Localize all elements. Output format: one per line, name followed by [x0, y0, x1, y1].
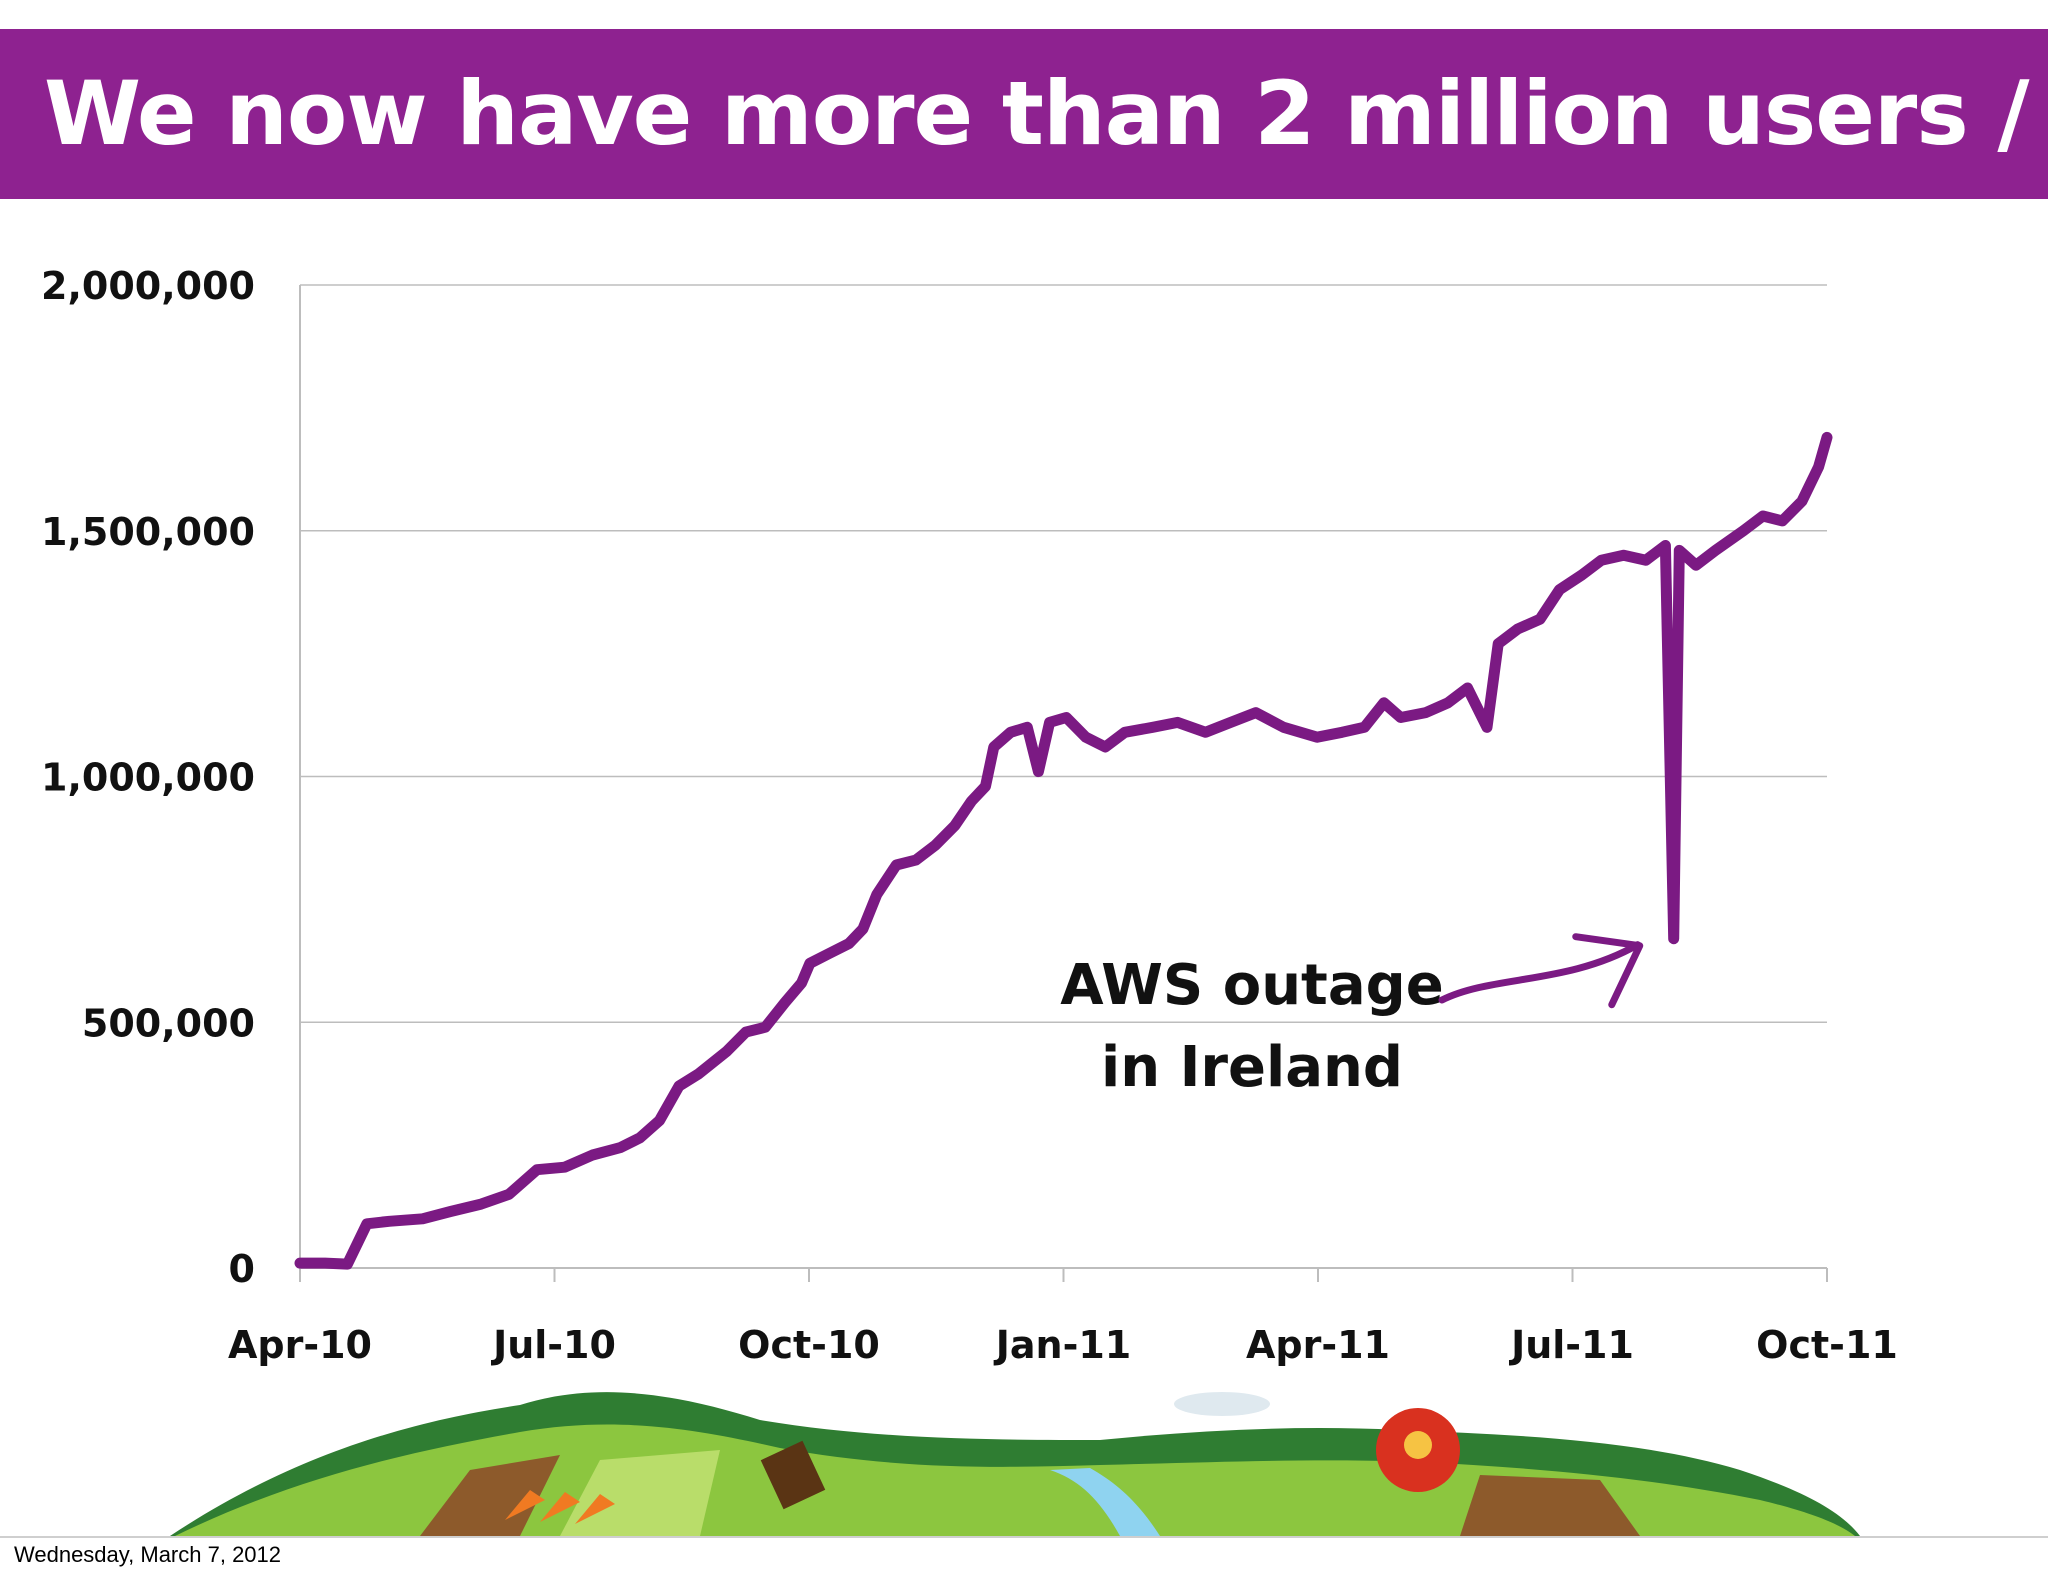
landscape-field-light	[560, 1450, 720, 1536]
x-tick-label: Jul-11	[1508, 1323, 1634, 1367]
x-tick-label: Apr-11	[1246, 1323, 1390, 1367]
landscape-field-brown-2	[1460, 1475, 1640, 1536]
footer-date: Wednesday, March 7, 2012	[14, 1542, 282, 1567]
y-tick-label: 1,500,000	[41, 510, 255, 554]
carrot-icon-2	[540, 1492, 580, 1522]
x-tick-label: Apr-10	[228, 1323, 372, 1367]
x-tick-label: Jan-11	[993, 1323, 1132, 1367]
x-tick-label: Oct-10	[738, 1323, 880, 1367]
axes: 0 500,000 1,000,000 1,500,000 2,000,000 Apr-1…	[41, 264, 1898, 1367]
x-tick-label: Oct-11	[1756, 1323, 1898, 1367]
series-layer	[294, 431, 1833, 1270]
gridlines	[300, 284, 1827, 1023]
y-tick-label: 1,000,000	[41, 756, 255, 800]
slide: We now have more than 2 million users / …	[0, 29, 2048, 1538]
y-tick-label: 0	[229, 1247, 255, 1291]
y-tick-label: 500,000	[82, 1001, 255, 1045]
carrot-icon	[505, 1490, 545, 1520]
users-per-day-chart: 0 500,000 1,000,000 1,500,000 2,000,000 Apr-1…	[41, 264, 1898, 1536]
landscape-river	[1050, 1468, 1160, 1536]
daily-users-series-line	[294, 431, 1833, 1270]
y-tick-label: 2,000,000	[41, 264, 255, 308]
title-bar: We now have more than 2 million users / …	[0, 29, 2048, 199]
slide-title: We now have more than 2 million users / …	[44, 62, 2048, 165]
annotation-layer: AWS outage in Ireland	[1060, 933, 1644, 1100]
chocolate-bar-icon	[760, 1440, 826, 1510]
annotation-arrow-head	[1572, 933, 1644, 1009]
annotation-text: AWS outage	[1060, 953, 1443, 1018]
cloud-icon	[1174, 1392, 1270, 1416]
candy-land-landscape-illustration	[170, 1392, 1860, 1536]
landscape-field-brown	[420, 1455, 560, 1536]
carrot-icon-3	[575, 1494, 615, 1524]
annotation-arrow-shaft	[1438, 941, 1642, 1004]
robot-pod-eye-icon	[1404, 1431, 1432, 1459]
x-tick-label: Jul-10	[490, 1323, 616, 1367]
annotation-text: in Ireland	[1101, 1035, 1403, 1100]
